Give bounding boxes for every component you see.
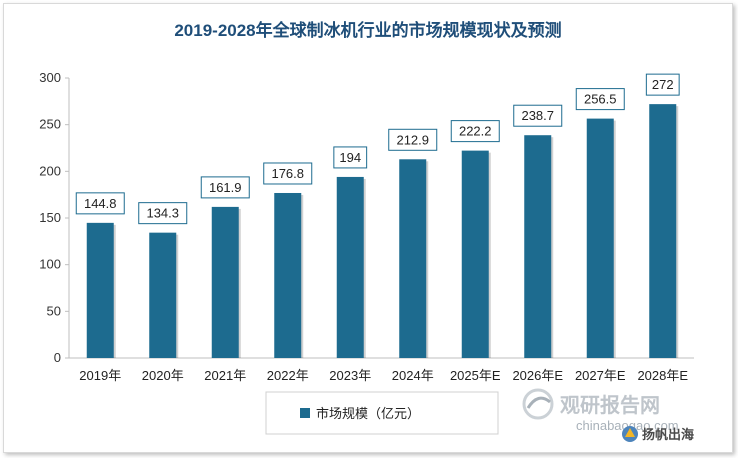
data-label-box (575, 88, 625, 111)
bar (524, 135, 552, 358)
x-tick-label: 2024年 (392, 368, 434, 383)
bar (149, 232, 177, 358)
bar (336, 176, 364, 358)
y-tick-label: 200 (39, 163, 61, 178)
bars (86, 104, 679, 358)
y-tick-label: 150 (39, 210, 61, 225)
y-tick-label: 0 (54, 350, 61, 365)
x-tick-label: 2026年E (512, 368, 563, 383)
y-tick-label: 50 (47, 303, 61, 318)
data-label: 161.9 (209, 180, 242, 195)
x-tick-label: 2020年 (142, 368, 184, 383)
x-tick-label: 2028年E (637, 368, 688, 383)
bar (86, 222, 114, 358)
data-label: 212.9 (396, 132, 429, 147)
x-tick-label: 2021年 (204, 368, 246, 383)
x-tick-label: 2023年 (329, 368, 371, 383)
watermark-partner: 扬帆出海 (642, 427, 694, 442)
y-tick-label: 250 (39, 117, 61, 132)
data-label: 176.8 (271, 166, 304, 181)
bar (461, 150, 489, 358)
chart-frame: 2019-2028年全球制冰机行业的市场规模现状及预测 0 50 100 150 200… (3, 3, 733, 453)
data-label-box (388, 128, 438, 151)
watermark-url: chinabaogao.com (576, 418, 679, 433)
data-label: 256.5 (584, 92, 617, 107)
watermark-swirl-icon (526, 396, 551, 409)
x-tick-label: 2022年 (267, 368, 309, 383)
data-label-box (645, 73, 680, 96)
data-label: 222.2 (459, 124, 492, 139)
data-label: 144.8 (84, 196, 117, 211)
axes: 0 50 100 150 200 250 300 2019年 2020年 2021年 2022年 20… (39, 70, 694, 383)
data-label-box (450, 120, 500, 143)
x-tick-label: 2019年 (79, 368, 121, 383)
data-labels: 144.8 134.3 161.9 176.8 194 212.9 222.2 238.7 25… (75, 73, 680, 225)
legend-swatch (300, 408, 310, 418)
data-label-box (333, 146, 368, 169)
data-label-box (75, 192, 125, 215)
bar (274, 192, 302, 358)
data-label: 134.3 (146, 206, 179, 221)
legend-label: 市场规模（亿元） (316, 406, 420, 421)
bar (586, 118, 614, 358)
watermark: 观研报告网 chinabaogao.com 扬帆出海 (522, 388, 694, 442)
bar (211, 206, 239, 358)
data-label-box (263, 162, 313, 185)
bar-chart: 2019-2028年全球制冰机行业的市场规模现状及预测 0 50 100 150 200… (39, 20, 694, 442)
y-tick-label: 100 (39, 257, 61, 272)
watermark-logo-icon (522, 388, 554, 420)
data-label: 194 (339, 150, 361, 165)
bar (649, 104, 677, 358)
data-label: 238.7 (521, 108, 554, 123)
data-label-box (513, 104, 563, 127)
legend: 市场规模（亿元） (265, 391, 499, 435)
watermark-brand: 观研报告网 (560, 393, 660, 417)
data-label-box (200, 176, 250, 199)
x-tick-label: 2025年E (450, 368, 501, 383)
y-tick-label: 300 (39, 70, 61, 85)
x-tick-label: 2027年E (575, 368, 626, 383)
chart-title: 2019-2028年全球制冰机行业的市场规模现状及预测 (174, 20, 561, 40)
data-label-box (138, 202, 188, 225)
partner-sail-icon (625, 428, 635, 437)
bar (399, 159, 427, 358)
data-label: 272 (652, 77, 674, 92)
